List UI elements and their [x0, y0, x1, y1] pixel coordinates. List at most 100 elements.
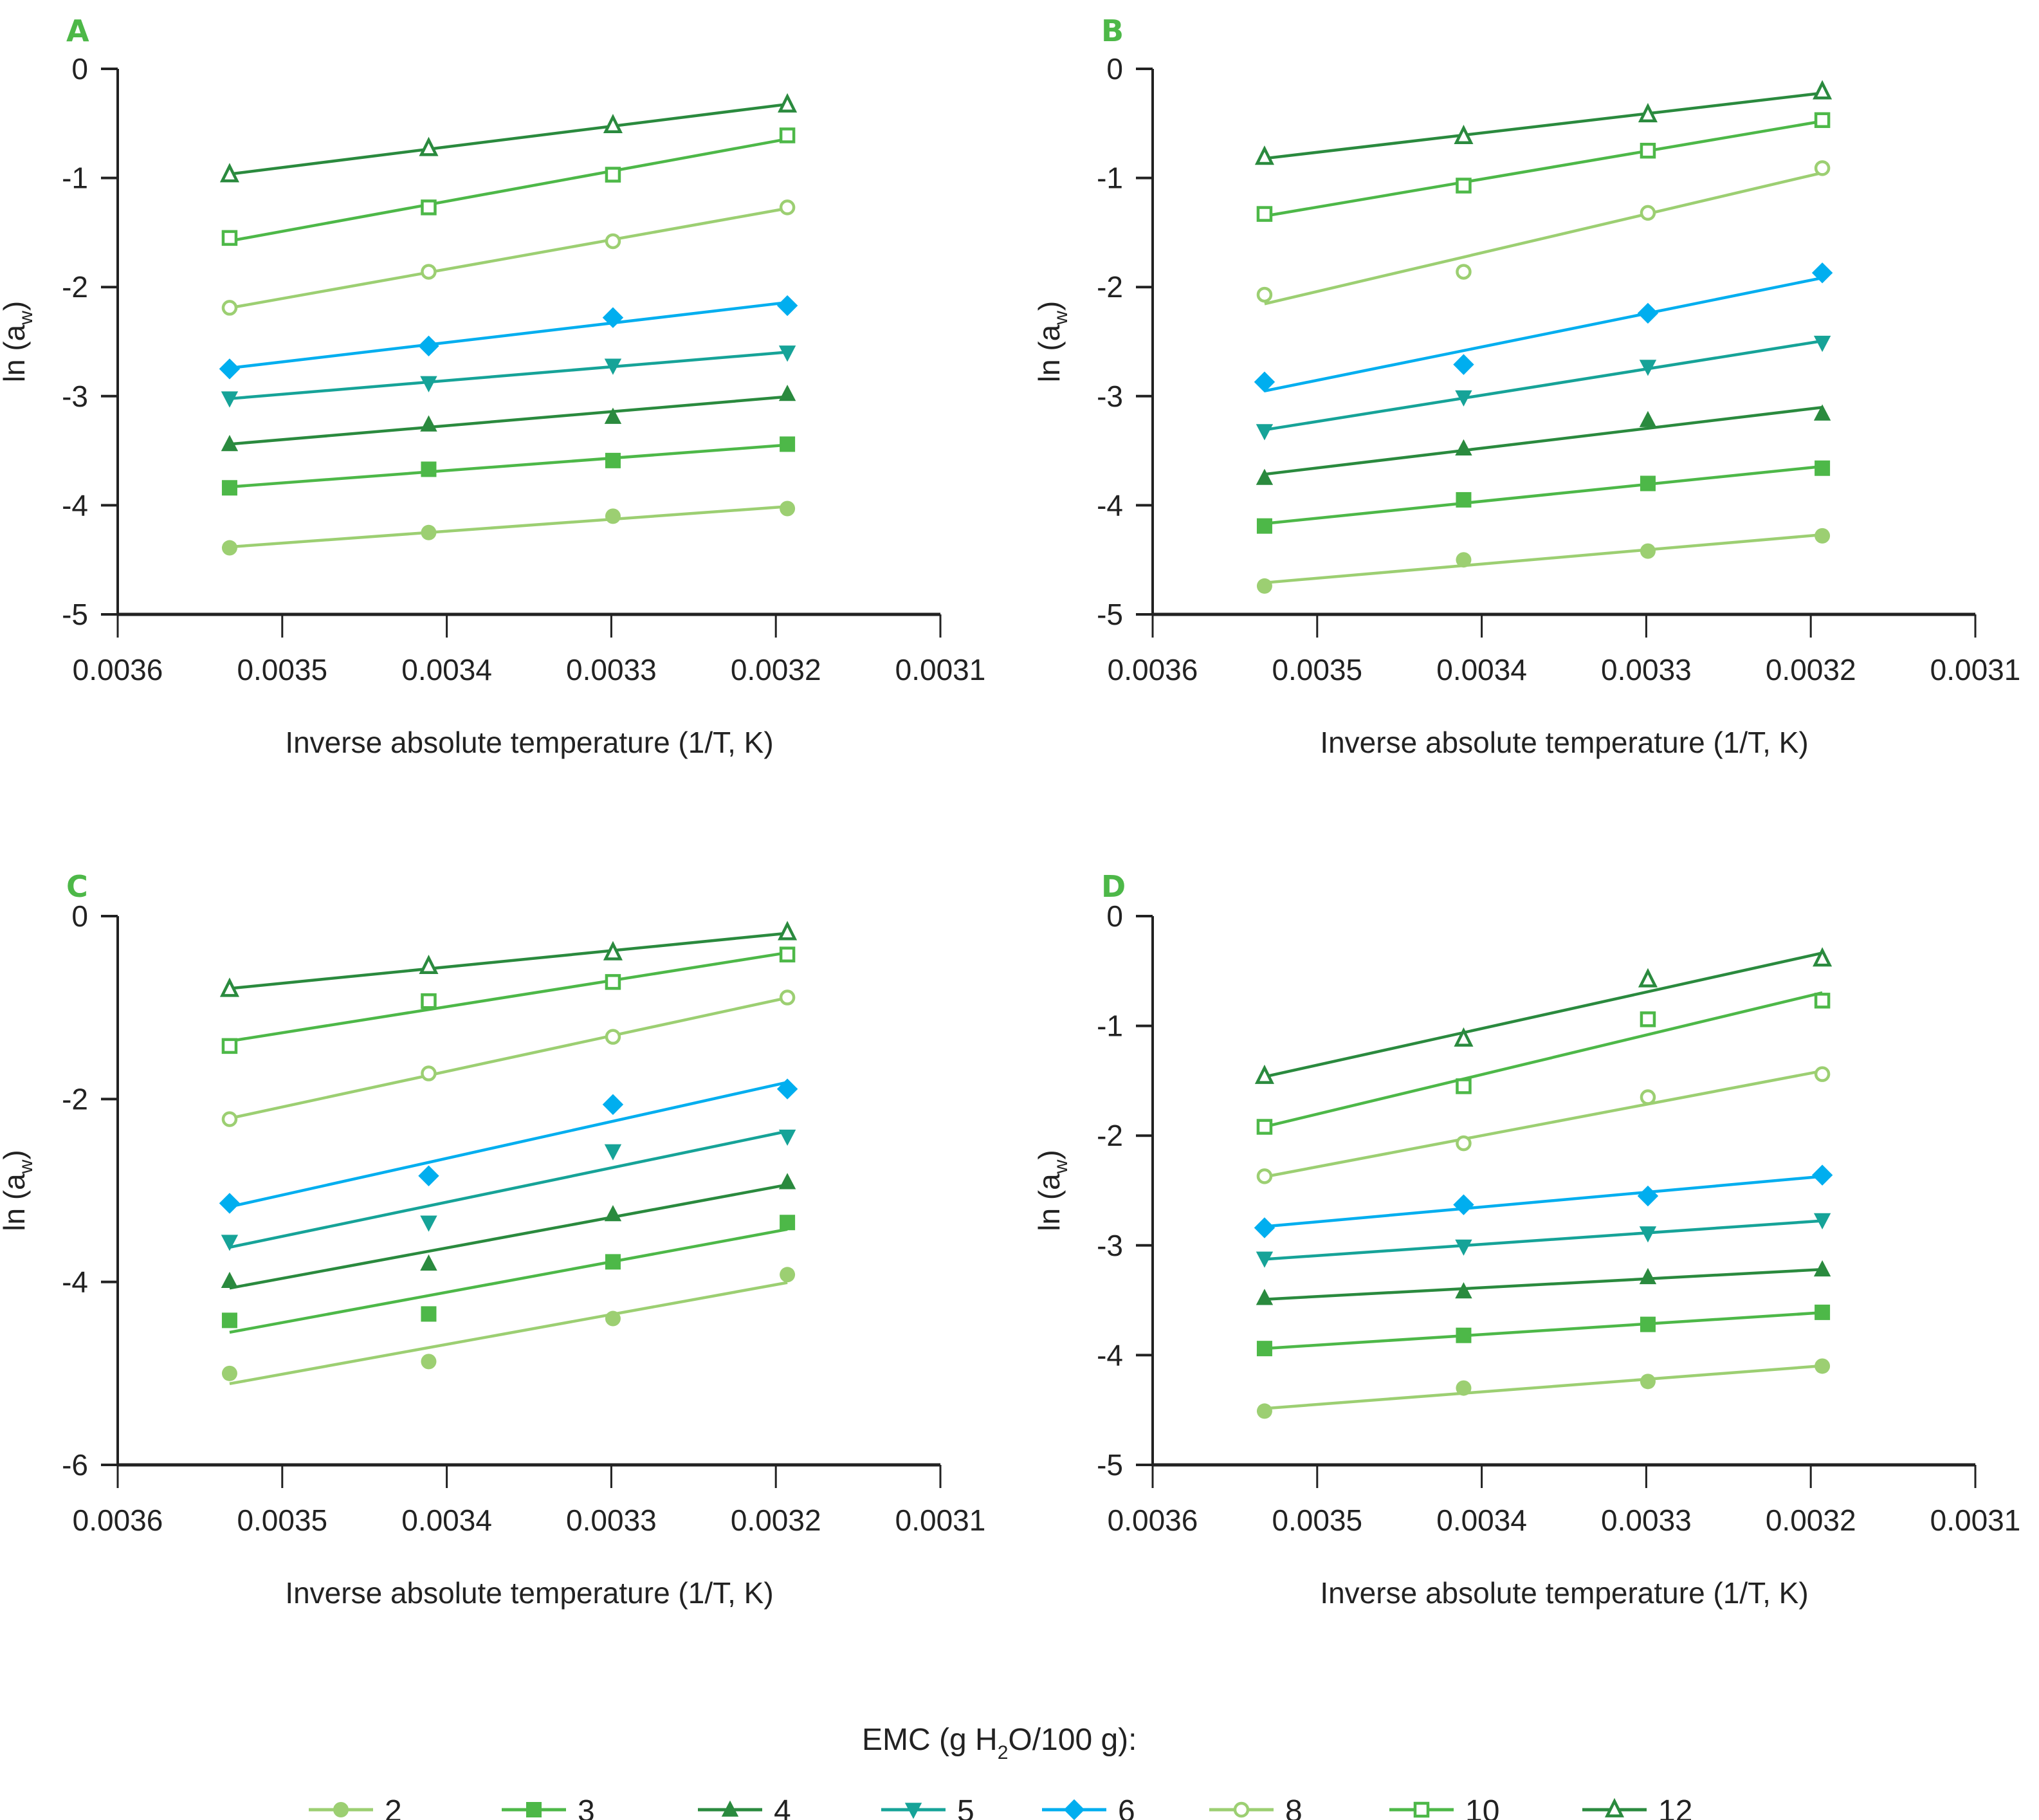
x-tick-label: 0.0036 [1108, 1503, 1198, 1537]
data-point [780, 501, 796, 517]
fit-line [229, 395, 788, 446]
legend-label: 4 [774, 1794, 791, 1820]
series-emc-5 [1256, 335, 1831, 441]
fit-line [229, 207, 788, 309]
data-point [780, 436, 796, 452]
legend-label: 5 [957, 1794, 974, 1820]
fit-line [1264, 120, 1823, 218]
data-point [1256, 1168, 1273, 1184]
data-point [1640, 142, 1656, 159]
y-tick-label: -1 [62, 161, 88, 195]
fit-line [1264, 405, 1823, 476]
fit-line [1264, 1364, 1823, 1410]
series-emc-8 [221, 199, 796, 316]
panel-letter: C [66, 869, 88, 904]
data-point [1813, 335, 1831, 353]
y-tick-label: -5 [1097, 1448, 1123, 1482]
data-point [1815, 528, 1831, 544]
series-emc-12 [1254, 947, 1833, 1084]
series-emc-10 [1256, 991, 1831, 1135]
data-point [1813, 1260, 1831, 1277]
data-point [605, 508, 621, 524]
data-point [418, 335, 439, 356]
data-point [1813, 1213, 1831, 1229]
data-point [1640, 475, 1656, 492]
data-point [421, 1306, 437, 1322]
data-point [605, 167, 621, 183]
fit-line [229, 300, 788, 370]
y-axis-title-close: ) [1032, 301, 1066, 311]
y-axis-title-main: ln (a [1032, 324, 1066, 382]
data-point [602, 307, 624, 328]
data-point [778, 385, 796, 401]
data-point [1813, 947, 1833, 967]
data-point [603, 941, 623, 961]
legend-entry-6: 6 [1042, 1794, 1135, 1820]
y-axis-title: ln (aw) [1032, 1150, 1072, 1231]
x-tick-label: 0.0031 [1930, 653, 2021, 686]
y-tick-label: -1 [1097, 1009, 1123, 1043]
fit-line [1264, 1267, 1823, 1301]
fit-line [229, 932, 788, 990]
data-point [605, 1029, 621, 1045]
series-emc-3 [1256, 1304, 1831, 1357]
panel-a: A 0 -1 -2 -3 -4 -5 0.0036 0.0035 0.0034 0.0033 0.00… [0, 14, 985, 759]
x-tick-label: 0.0036 [73, 1503, 163, 1537]
series-emc-3 [1256, 460, 1831, 534]
legend-marker [1233, 1801, 1250, 1818]
legend-marker [1604, 1797, 1625, 1817]
legend-title-prefix: EMC (g H [862, 1723, 998, 1757]
fit-line [229, 443, 788, 489]
data-point [421, 1065, 437, 1081]
data-point [1454, 1027, 1474, 1047]
data-point [1637, 1185, 1659, 1207]
fit-line [229, 1081, 788, 1208]
series-emc-10 [221, 946, 796, 1054]
legend-marker [526, 1802, 542, 1817]
y-axis-title-sub: w [15, 311, 37, 326]
x-tick-label: 0.0034 [1436, 1503, 1527, 1537]
data-point [1254, 145, 1274, 165]
y-tick-label: 0 [71, 52, 88, 86]
data-point [1638, 968, 1658, 988]
y-tick-label: -4 [62, 1265, 88, 1299]
data-point [776, 295, 798, 317]
series-emc-5 [1256, 1213, 1831, 1268]
series-emc-4 [1256, 404, 1831, 485]
data-point [221, 1271, 239, 1289]
series-emc-3 [221, 436, 796, 496]
legend-entry-12: 12 [1582, 1794, 1692, 1820]
legend: EMC (g H2O/100 g): 2 3 4 5 6 8 10 12 [309, 1723, 1692, 1820]
legend-entry-10: 10 [1389, 1794, 1499, 1820]
data-point [1256, 1341, 1272, 1357]
fit-line [1264, 464, 1823, 526]
data-point [221, 1111, 238, 1127]
x-tick-label: 0.0031 [895, 1503, 986, 1537]
data-point [604, 1205, 622, 1222]
data-point [778, 1129, 796, 1146]
x-axis-title: Inverse absolute temperature (1/T, K) [1320, 1576, 1808, 1610]
data-point [221, 435, 239, 452]
data-point [1254, 1064, 1274, 1084]
data-point [221, 1312, 237, 1328]
data-point [420, 1215, 437, 1232]
data-point [1256, 286, 1273, 303]
series-emc-6 [1254, 1164, 1833, 1238]
y-tick-label: -3 [62, 380, 88, 413]
y-tick-label: 0 [1106, 52, 1123, 86]
y-tick-label: -3 [1097, 1229, 1123, 1262]
series-emc-5 [221, 1129, 796, 1251]
fit-line [229, 951, 788, 1043]
y-tick-label: -2 [62, 1082, 88, 1116]
data-point [1456, 1327, 1472, 1343]
data-point [778, 93, 798, 113]
fit-line [1264, 533, 1823, 585]
y-tick-label: -2 [1097, 1119, 1123, 1152]
data-point [779, 946, 796, 962]
fit-line [229, 1281, 788, 1386]
data-point [603, 113, 623, 134]
panel-letter: A [66, 14, 89, 48]
y-tick-label: -5 [62, 598, 88, 631]
y-axis-title-sub: w [15, 1159, 37, 1174]
